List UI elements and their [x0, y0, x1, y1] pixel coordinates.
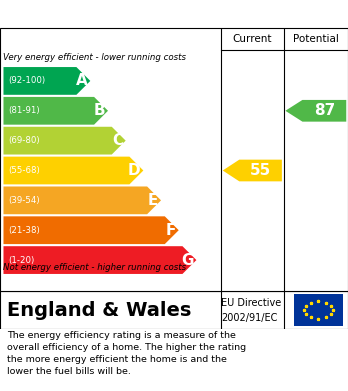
Bar	[294, 294, 343, 326]
Polygon shape	[3, 216, 179, 244]
Polygon shape	[3, 127, 126, 154]
Text: EU Directive: EU Directive	[221, 298, 281, 308]
Text: (1-20): (1-20)	[9, 256, 35, 265]
Text: Potential: Potential	[293, 34, 339, 44]
Text: (39-54): (39-54)	[9, 196, 40, 205]
Text: (81-91): (81-91)	[9, 106, 40, 115]
Polygon shape	[285, 100, 346, 122]
Text: 55: 55	[250, 163, 271, 178]
Text: G: G	[181, 253, 193, 267]
Text: (21-38): (21-38)	[9, 226, 40, 235]
Polygon shape	[223, 160, 282, 181]
Text: Energy Efficiency Rating: Energy Efficiency Rating	[7, 7, 217, 22]
Polygon shape	[3, 246, 196, 274]
Text: Very energy efficient - lower running costs: Very energy efficient - lower running co…	[3, 53, 187, 62]
Text: 2002/91/EC: 2002/91/EC	[221, 312, 277, 323]
Text: D: D	[128, 163, 141, 178]
Text: E: E	[148, 193, 158, 208]
Text: F: F	[166, 223, 176, 238]
Text: (55-68): (55-68)	[9, 166, 40, 175]
Polygon shape	[3, 187, 161, 214]
Text: B: B	[94, 103, 105, 118]
Text: England & Wales: England & Wales	[7, 301, 191, 319]
Text: (69-80): (69-80)	[9, 136, 40, 145]
Text: A: A	[76, 74, 88, 88]
Text: Current: Current	[232, 34, 272, 44]
Text: The energy efficiency rating is a measure of the
overall efficiency of a home. T: The energy efficiency rating is a measur…	[7, 331, 246, 376]
Polygon shape	[3, 97, 108, 125]
Text: 87: 87	[314, 103, 335, 118]
Polygon shape	[3, 67, 90, 95]
Text: (92-100): (92-100)	[9, 76, 46, 85]
Polygon shape	[3, 157, 143, 185]
Text: C: C	[112, 133, 123, 148]
Text: Not energy efficient - higher running costs: Not energy efficient - higher running co…	[3, 264, 187, 273]
